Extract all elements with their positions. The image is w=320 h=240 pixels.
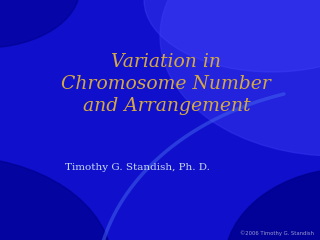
Ellipse shape	[0, 156, 112, 240]
Ellipse shape	[160, 0, 320, 156]
Text: ©2006 Timothy G. Standish: ©2006 Timothy G. Standish	[240, 231, 314, 236]
Ellipse shape	[144, 0, 320, 72]
Text: Variation in
Chromosome Number
and Arrangement: Variation in Chromosome Number and Arran…	[61, 53, 271, 115]
Ellipse shape	[0, 0, 80, 48]
Ellipse shape	[224, 168, 320, 240]
Text: Timothy G. Standish, Ph. D.: Timothy G. Standish, Ph. D.	[65, 163, 210, 173]
